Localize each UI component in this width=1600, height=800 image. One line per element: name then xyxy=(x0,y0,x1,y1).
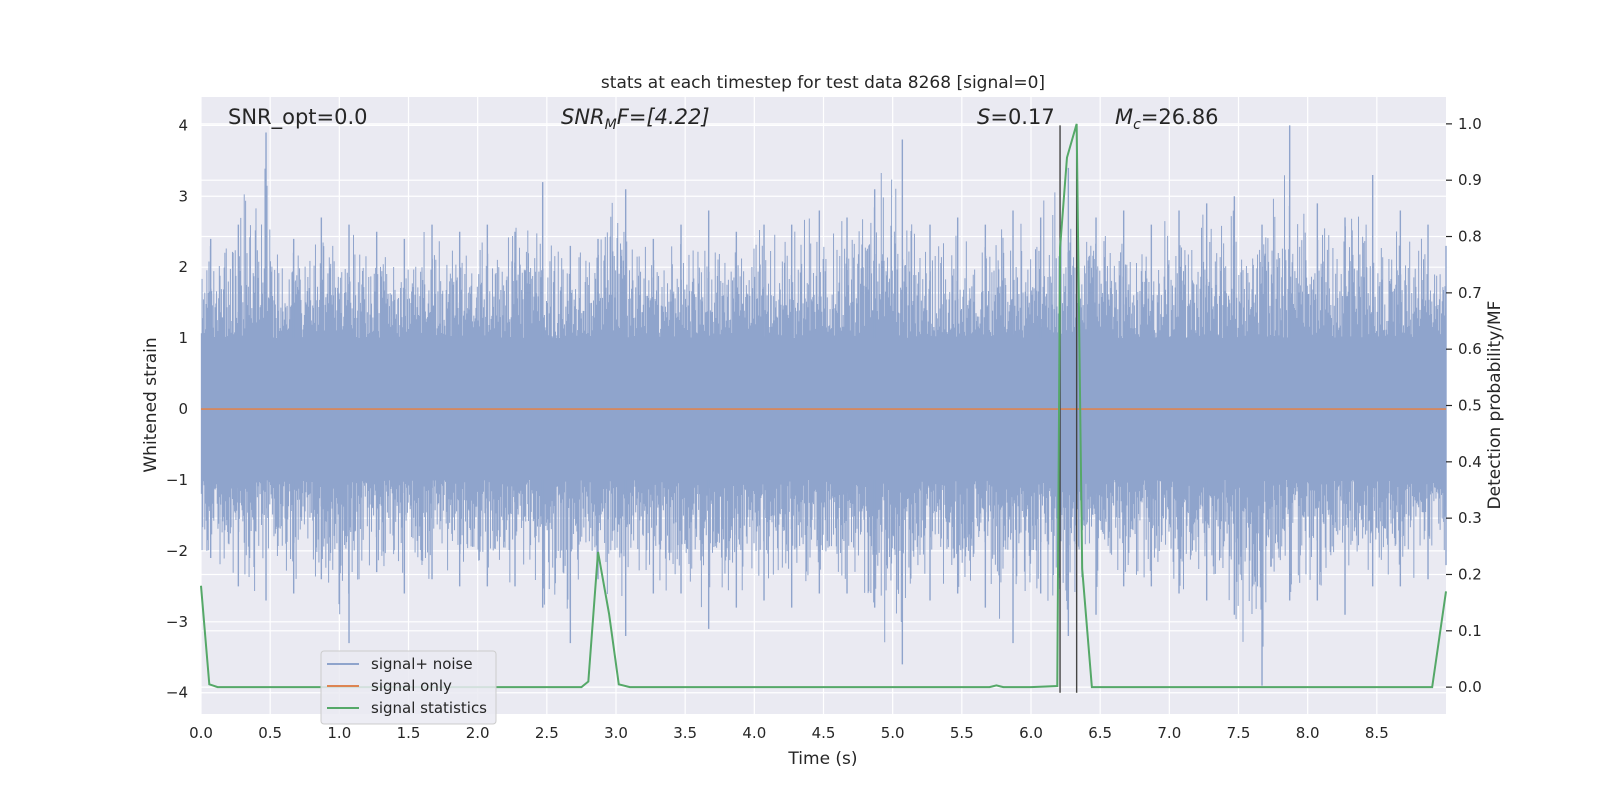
x-tick-label-13: 6.5 xyxy=(1088,724,1112,742)
annotation-mc: Mc=26.86 xyxy=(1115,105,1219,133)
x-tick-label-11: 5.5 xyxy=(950,724,974,742)
legend-label-signal-only: signal only xyxy=(371,677,452,695)
x-tick-label-3: 1.5 xyxy=(397,724,421,742)
annotation-s: S=0.17 xyxy=(977,105,1055,129)
x-tick-label-8: 4.0 xyxy=(742,724,766,742)
x-tick-label-0: 0.0 xyxy=(189,724,213,742)
x-tick-label-7: 3.5 xyxy=(673,724,697,742)
y2-tick-label-9: 0.1 xyxy=(1458,622,1482,640)
y-tick-label-2: 2 xyxy=(178,258,188,276)
x-tick-label-10: 5.0 xyxy=(881,724,905,742)
legend-label-statistics: signal statistics xyxy=(371,699,487,717)
chart-title: stats at each timestep for test data 826… xyxy=(601,73,1045,93)
x-axis-ticks: 0.0 0.5 1.0 1.5 2.0 2.5 3.0 3.5 4.0 4.5 5.0 5.5 6.0 6… xyxy=(189,724,1389,742)
y2-axis-ticks: 1.0 0.9 0.8 0.7 0.6 0.5 0.4 0.3 0.2 0.1 0.0 xyxy=(1446,115,1482,696)
legend-box xyxy=(320,650,497,725)
y2-tick-label-0: 1.0 xyxy=(1458,115,1482,133)
x-tick-label-15: 7.5 xyxy=(1227,724,1251,742)
y-axis-ticks: 4 3 2 1 0 −1 −2 −3 −4 xyxy=(166,116,188,701)
y2-tick-label-4: 0.6 xyxy=(1458,340,1482,358)
y-tick-label-4: 0 xyxy=(178,400,188,418)
legend-label-strain: signal+ noise xyxy=(371,655,473,673)
y2-tick-label-8: 0.2 xyxy=(1458,565,1482,583)
y-tick-label-8: −4 xyxy=(166,684,188,702)
x-tick-label-5: 2.5 xyxy=(535,724,559,742)
annotation-snr-opt: SNR_opt=0.0 xyxy=(228,105,368,130)
x-axis-label: Time (s) xyxy=(787,749,857,769)
x-tick-label-17: 8.5 xyxy=(1365,724,1389,742)
annotation-snr-mf: SNRMF=[4.22] xyxy=(561,105,710,133)
y2-tick-label-10: 0.0 xyxy=(1458,678,1482,696)
y2-tick-label-1: 0.9 xyxy=(1458,171,1482,189)
x-tick-label-6: 3.0 xyxy=(604,724,628,742)
x-tick-label-16: 8.0 xyxy=(1296,724,1320,742)
y2-tick-label-6: 0.4 xyxy=(1458,453,1482,471)
y-tick-label-0: 4 xyxy=(178,116,188,134)
y-tick-label-5: −1 xyxy=(166,471,188,489)
y2-tick-label-2: 0.8 xyxy=(1458,228,1482,246)
legend: signal+ noise signal only signal statist… xyxy=(320,650,497,725)
x-tick-label-2: 1.0 xyxy=(327,724,351,742)
y-tick-label-6: −2 xyxy=(166,542,188,560)
y2-tick-label-7: 0.3 xyxy=(1458,509,1482,527)
y2-tick-label-3: 0.7 xyxy=(1458,284,1482,302)
x-tick-label-1: 0.5 xyxy=(258,724,282,742)
x-tick-label-14: 7.0 xyxy=(1157,724,1181,742)
y-tick-label-1: 3 xyxy=(178,187,188,205)
y2-tick-label-5: 0.5 xyxy=(1458,397,1482,415)
y-tick-label-3: 1 xyxy=(178,329,188,347)
x-tick-label-9: 4.5 xyxy=(812,724,836,742)
y2-axis-label: Detection probability/MF xyxy=(1485,301,1505,510)
vertical-markers xyxy=(1059,125,1078,693)
y-axis-label: Whitened strain xyxy=(141,337,161,472)
x-tick-label-12: 6.0 xyxy=(1019,724,1043,742)
x-tick-label-4: 2.0 xyxy=(466,724,490,742)
y-tick-label-7: −3 xyxy=(166,613,188,631)
